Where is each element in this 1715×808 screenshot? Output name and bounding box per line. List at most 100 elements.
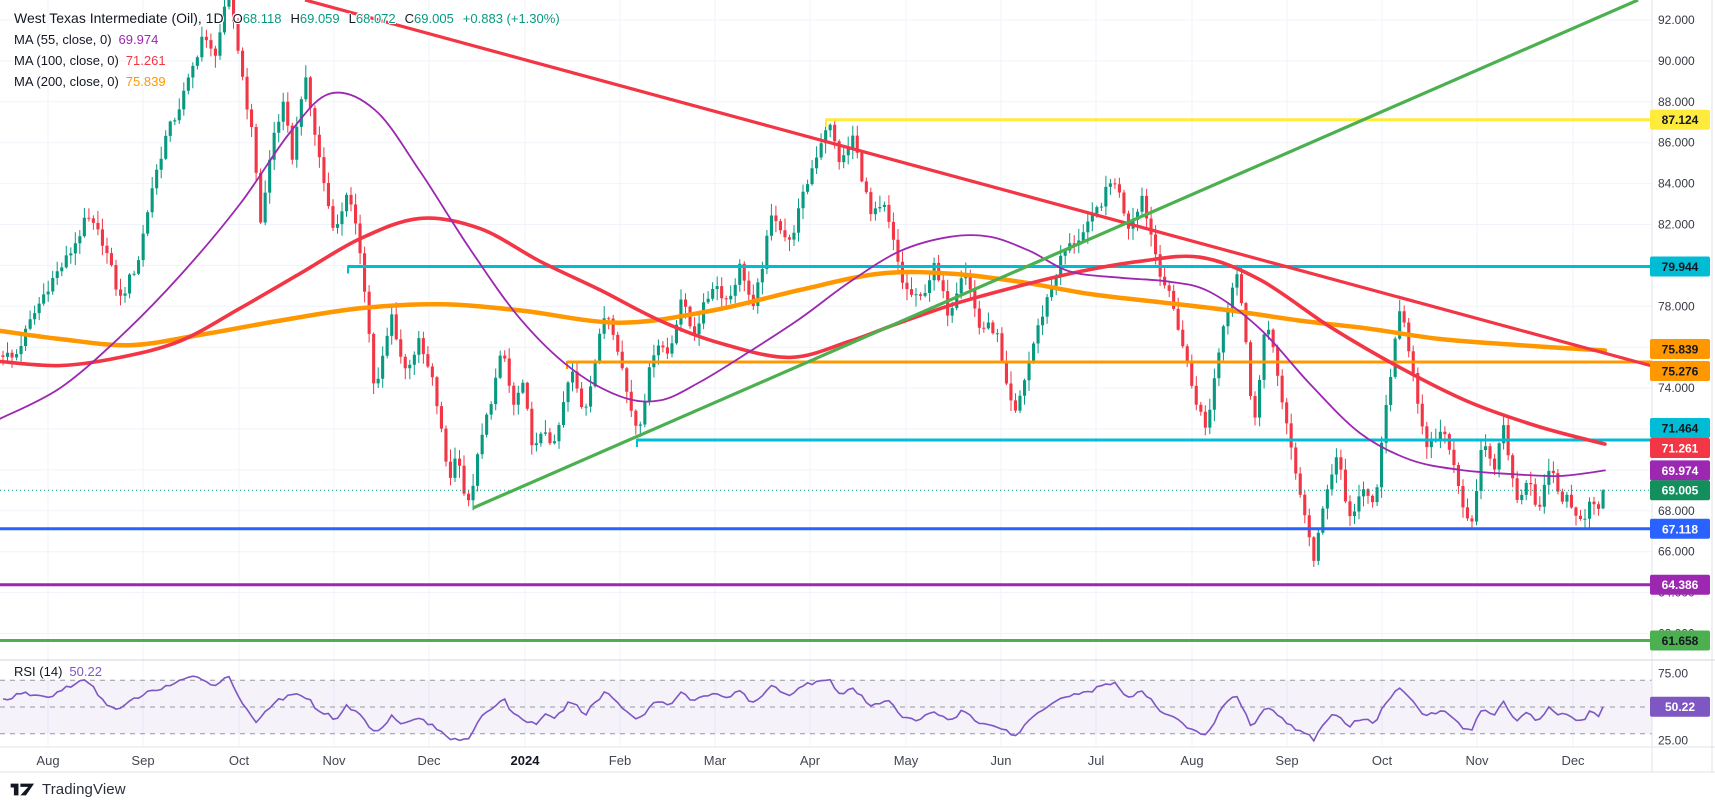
- badge-text: 64.386: [1662, 578, 1699, 592]
- ascending-trendline[interactable]: [472, 0, 1639, 510]
- tradingview-branding[interactable]: TradingView: [10, 781, 126, 798]
- month-label: 2024: [511, 753, 541, 768]
- month-label: May: [894, 753, 919, 768]
- badge-text: 75.276: [1662, 365, 1699, 379]
- ma55-label: MA (55, close, 0): [14, 32, 112, 47]
- price-badge-79.944: 79.944: [1650, 256, 1710, 277]
- badge-bg: [1650, 518, 1710, 539]
- month-label: Jul: [1088, 753, 1105, 768]
- price-badge-87.124: 87.124: [1650, 109, 1710, 130]
- badge-text: 75.839: [1662, 343, 1699, 357]
- badge-bg: [1650, 438, 1710, 458]
- price-tick-label: 68.000: [1658, 504, 1695, 518]
- price-tick-label: 74.000: [1658, 381, 1695, 395]
- badge-bg: [1650, 630, 1710, 651]
- change-value: +0.883 (+1.30%): [462, 11, 560, 26]
- badge-text: 69.005: [1662, 484, 1699, 498]
- symbol-legend: West Texas Intermediate (Oil), 1D O68.118…: [14, 8, 560, 92]
- price-badge-67.118: 67.118: [1650, 518, 1710, 539]
- month-label: Feb: [609, 753, 631, 768]
- ma200-label: MA (200, close, 0): [14, 74, 119, 89]
- month-label: Sep: [1275, 753, 1298, 768]
- rsi-band: [0, 680, 1652, 734]
- month-label: Jun: [991, 753, 1012, 768]
- month-label: Sep: [131, 753, 154, 768]
- badge-bg: [1650, 256, 1710, 277]
- price-badges: 87.124 79.944 75.276 71.464 67.118 64.386 61.6…: [1650, 109, 1710, 717]
- low-label: L: [348, 11, 356, 26]
- badge-bg: [1650, 418, 1710, 438]
- rsi-pane: [0, 679, 1652, 735]
- rsi-value: 50.22: [69, 664, 102, 679]
- badge-bg: [1650, 574, 1710, 595]
- ma200-value: 75.839: [125, 74, 166, 89]
- badge-text: 87.124: [1662, 113, 1699, 127]
- price-levels: [0, 118, 1652, 642]
- month-label: Nov: [322, 753, 346, 768]
- price-badge-69.005: 69.005: [1650, 480, 1710, 501]
- high-value: 69.059: [299, 11, 340, 26]
- month-label: Aug: [36, 753, 59, 768]
- badge-text: 50.22: [1665, 700, 1695, 714]
- ma55-legend-row[interactable]: MA (55, close, 0) 69.974: [14, 29, 560, 50]
- price-badge-75.276: 75.276: [1650, 361, 1710, 381]
- price-tick-label: 84.000: [1658, 177, 1695, 191]
- badge-bg: [1650, 339, 1710, 359]
- badge-text: 67.118: [1662, 522, 1698, 536]
- month-label: Dec: [1561, 753, 1585, 768]
- moving-averages: [0, 91, 1608, 478]
- price-tick-label: 78.000: [1658, 299, 1695, 313]
- ma100-value: 71.261: [125, 53, 166, 68]
- tradingview-logo-text: TradingView: [42, 781, 126, 798]
- month-label: Nov: [1465, 753, 1489, 768]
- badge-bg: [1650, 361, 1710, 381]
- rsi-tick-label: 25.00: [1658, 734, 1688, 748]
- ma-100-line: [0, 216, 1607, 446]
- price-badge-50.22: 50.22: [1650, 696, 1710, 717]
- open-label: O: [232, 11, 243, 26]
- badge-text: 71.464: [1662, 422, 1699, 436]
- price-badge-64.386: 64.386: [1650, 574, 1710, 595]
- descending-trendline[interactable]: [304, 0, 1653, 368]
- high-label: H: [290, 11, 300, 26]
- open-value: 68.118: [242, 11, 282, 26]
- rsi-tick-label: 75.00: [1658, 667, 1688, 681]
- ma200-legend-row[interactable]: MA (200, close, 0) 75.839: [14, 71, 560, 92]
- low-value: 68.072: [355, 11, 396, 26]
- ma55-value: 69.974: [118, 32, 159, 47]
- month-label: Aug: [1180, 753, 1203, 768]
- close-value: 69.005: [414, 11, 454, 26]
- badge-text: 79.944: [1662, 260, 1699, 274]
- price-tick-label: 90.000: [1658, 54, 1695, 68]
- badge-bg: [1650, 696, 1710, 717]
- rsi-plot-line: [2, 675, 1604, 743]
- chart-canvas[interactable]: 92.00090.00088.00086.00084.00082.00080.0…: [0, 0, 1715, 775]
- price-tick-label: 88.000: [1658, 95, 1695, 109]
- ma100-legend-row[interactable]: MA (100, close, 0) 71.261: [14, 50, 560, 71]
- price-tick-label: 86.000: [1658, 136, 1695, 150]
- month-label: Oct: [1372, 753, 1393, 768]
- badge-text: 71.261: [1662, 442, 1699, 456]
- badge-bg: [1650, 109, 1710, 130]
- tradingview-logo-icon: [10, 783, 35, 796]
- price-tick-label: 82.000: [1658, 218, 1695, 232]
- time-axis-labels: Aug Sep Oct Nov Dec 2024 Feb Mar Apr May Jun Jul Aug…: [36, 753, 1585, 768]
- ma100-label: MA (100, close, 0): [14, 53, 119, 68]
- price-badge-69.974: 69.974: [1650, 460, 1710, 481]
- month-label: Apr: [800, 753, 821, 768]
- month-label: Oct: [229, 753, 250, 768]
- symbol-title: West Texas Intermediate (Oil), 1D: [14, 10, 224, 26]
- price-badge-71.261: 71.261: [1650, 438, 1710, 458]
- price-badge-71.464: 71.464: [1650, 418, 1710, 438]
- price-badge-61.658: 61.658: [1650, 630, 1710, 651]
- badge-bg: [1650, 460, 1710, 481]
- badge-bg: [1650, 480, 1710, 501]
- price-tick-label: 66.000: [1658, 545, 1695, 559]
- rsi-legend-row[interactable]: RSI (14) 50.22: [14, 662, 102, 682]
- badge-text: 61.658: [1662, 634, 1699, 648]
- price-badge-75.839: 75.839: [1650, 339, 1710, 359]
- symbol-legend-main-row[interactable]: West Texas Intermediate (Oil), 1D O68.118…: [14, 8, 560, 29]
- close-label: C: [404, 11, 415, 26]
- grid: [0, 0, 1652, 747]
